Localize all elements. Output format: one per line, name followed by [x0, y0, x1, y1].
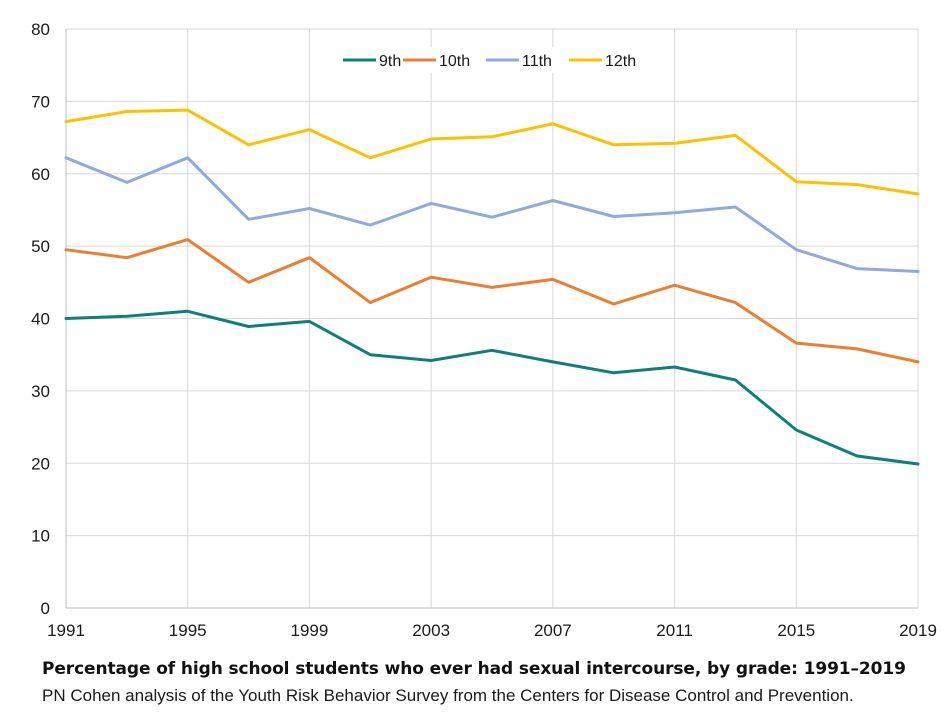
x-tick-label: 2015: [777, 621, 815, 640]
y-tick-label: 20: [31, 454, 50, 473]
legend-label-12th: 12th: [605, 53, 636, 70]
chart-source-note: PN Cohen analysis of the Youth Risk Beha…: [42, 686, 854, 705]
gridlines: [65, 28, 919, 609]
y-tick-label: 10: [31, 527, 50, 546]
legend-label-9th: 9th: [379, 53, 401, 70]
x-tick-label: 2019: [899, 621, 937, 640]
x-tick-label: 1995: [169, 621, 207, 640]
legend-label-10th: 10th: [439, 53, 470, 70]
legend-label-11th: 11th: [522, 53, 552, 70]
y-axis-tick-labels: 0 10 20 30 40 50 60 70 80: [31, 20, 50, 618]
chart-title: Percentage of high school students who e…: [42, 659, 906, 679]
y-tick-label: 50: [31, 237, 50, 256]
x-tick-label: 1991: [47, 621, 85, 640]
legend: 9th 10th 11th 12th: [335, 47, 665, 73]
x-tick-label: 1999: [291, 621, 329, 640]
y-tick-label: 40: [31, 310, 50, 329]
series-line-9th: [64, 309, 920, 466]
y-tick-label: 60: [31, 165, 50, 184]
y-tick-label: 0: [41, 599, 50, 618]
x-tick-label: 2007: [534, 621, 572, 640]
series-line-10th: [64, 238, 920, 364]
y-tick-label: 80: [31, 20, 50, 39]
y-tick-label: 70: [31, 92, 50, 111]
y-tick-label: 30: [31, 382, 50, 401]
x-tick-label: 2003: [412, 621, 450, 640]
x-tick-label: 2011: [656, 621, 693, 640]
x-axis-tick-labels: 1991 1995 1999 2003 2007 2011 2015 2019: [47, 621, 937, 640]
series-lines: [64, 108, 920, 466]
series-line-11th: [64, 156, 920, 273]
line-chart: 0 10 20 30 40 50 60 70 80 1991 1995 1999 2003 2007 20…: [31, 20, 937, 640]
series-line-12th: [64, 108, 920, 196]
